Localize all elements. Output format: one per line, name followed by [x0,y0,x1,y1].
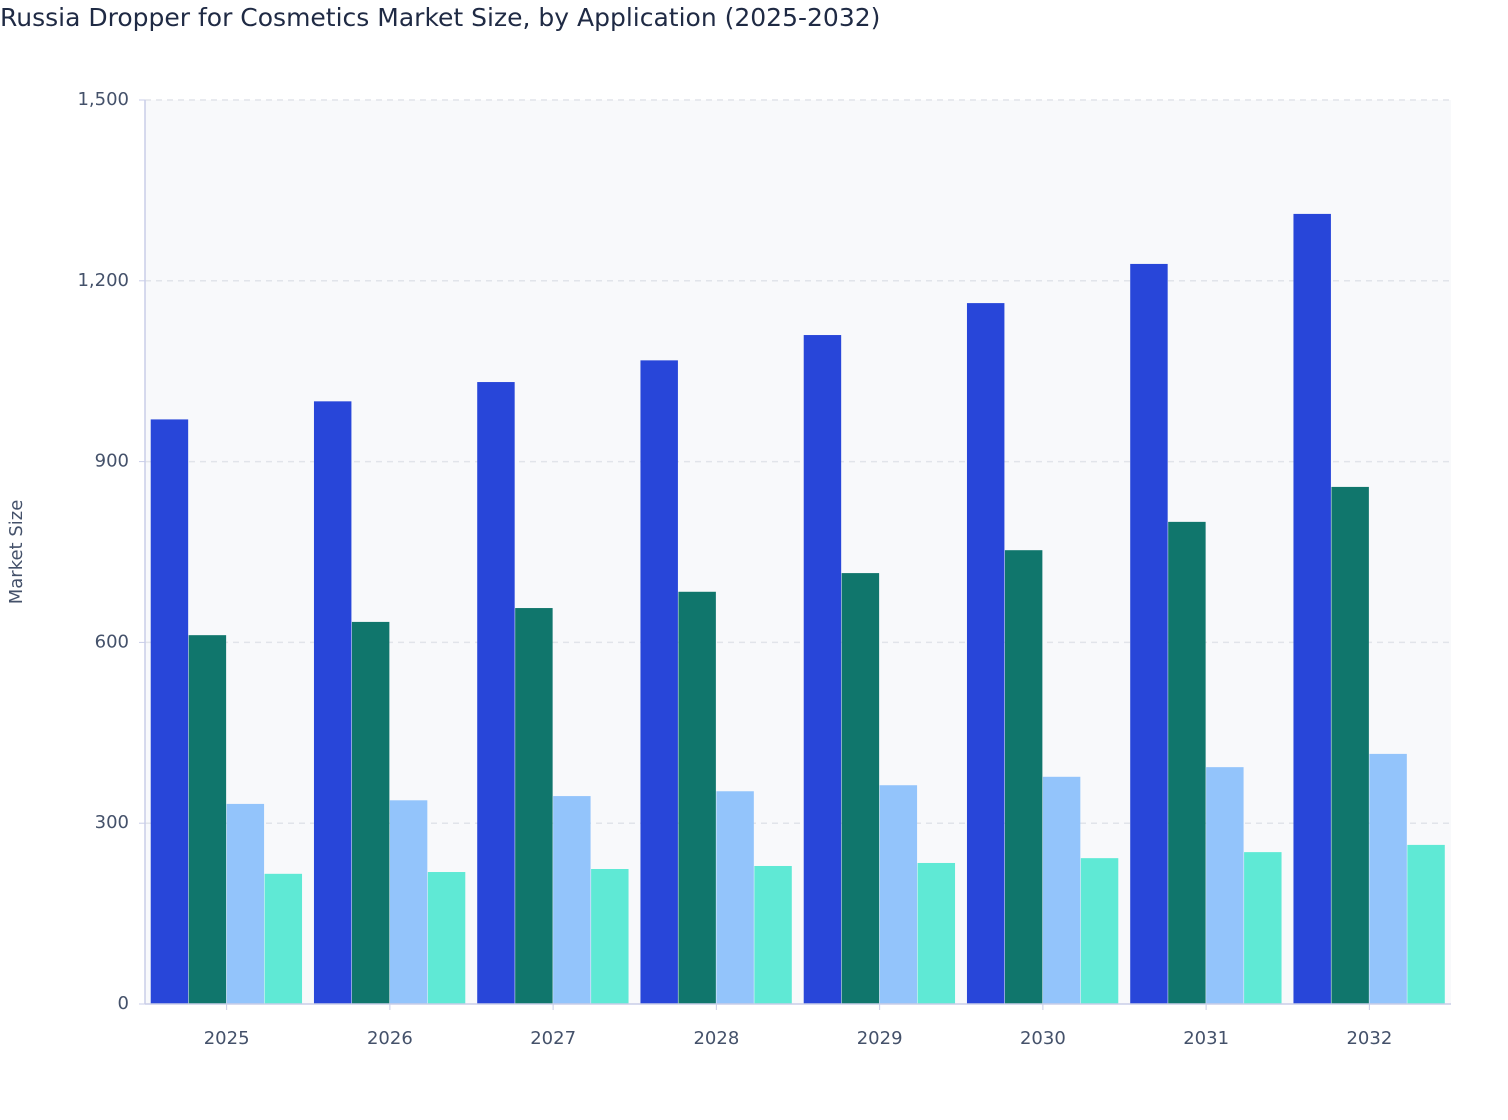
y-tick-label: 900 [95,451,129,472]
bar [591,869,629,1004]
bar [389,800,428,1004]
x-tick-label: 2031 [1183,1028,1229,1049]
bar [313,401,352,1004]
bar [1244,852,1282,1004]
bar [1369,753,1407,1004]
bar [966,303,1005,1005]
bar [803,335,842,1004]
bar [1130,263,1168,1005]
x-tick-label: 2026 [367,1028,413,1049]
x-tick-label: 2032 [1346,1028,1392,1049]
bar [917,862,956,1004]
bar [477,382,515,1005]
x-tick-label: 2030 [1020,1028,1066,1049]
x-tick-label: 2029 [857,1028,903,1049]
bar [150,419,189,1004]
bar [1331,486,1369,1004]
bar [754,865,792,1004]
bar [1407,844,1445,1004]
x-tick-label: 2027 [530,1028,576,1049]
bar [188,635,227,1004]
bar [1206,767,1244,1004]
x-tick-label: 2028 [693,1028,739,1049]
bar [553,796,591,1004]
chart-title: Russia Dropper for Cosmetics Market Size… [0,3,880,32]
bar [1004,550,1043,1004]
y-tick-label: 1,500 [77,89,129,110]
bar [1168,521,1206,1004]
bar [716,791,754,1004]
y-axis-title: Market Size [6,500,27,605]
bar [515,608,553,1004]
bar [640,360,678,1004]
bar [1293,213,1331,1005]
bar [879,785,918,1004]
bar [1042,776,1081,1004]
x-tick-label: 2025 [204,1028,250,1049]
bar [1080,858,1119,1004]
bar [678,591,716,1004]
y-tick-label: 0 [118,993,129,1014]
bar [841,573,880,1004]
y-tick-label: 600 [95,631,129,652]
bar [264,873,303,1004]
bar [226,803,265,1004]
y-tick-label: 1,200 [77,270,129,291]
bar [427,872,466,1004]
bar [351,621,390,1004]
y-tick-label: 300 [95,812,129,833]
